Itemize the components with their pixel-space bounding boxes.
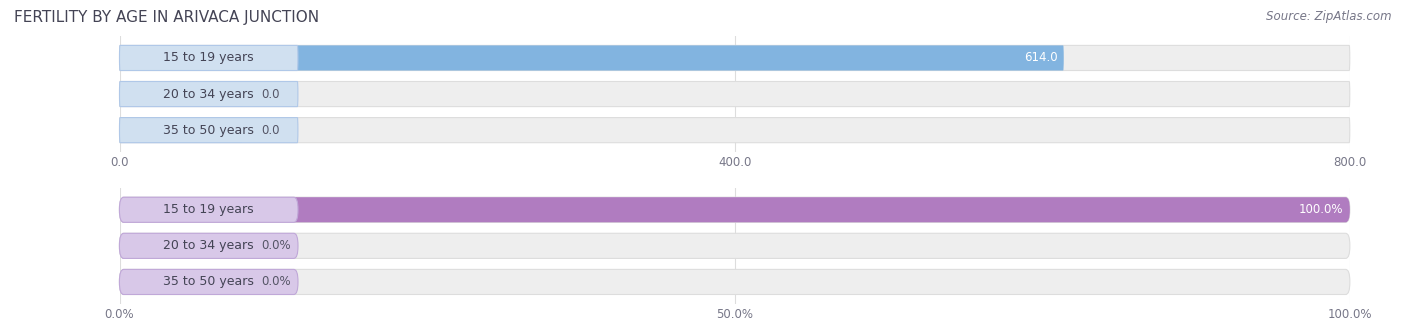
FancyBboxPatch shape <box>120 82 1350 107</box>
Text: 20 to 34 years: 20 to 34 years <box>163 87 254 101</box>
Text: 0.0: 0.0 <box>262 124 280 137</box>
Text: 0.0%: 0.0% <box>262 239 291 252</box>
Text: 35 to 50 years: 35 to 50 years <box>163 124 254 137</box>
Text: 0.0%: 0.0% <box>262 276 291 288</box>
FancyBboxPatch shape <box>120 46 298 71</box>
Text: 15 to 19 years: 15 to 19 years <box>163 51 254 64</box>
FancyBboxPatch shape <box>120 269 1350 294</box>
FancyBboxPatch shape <box>120 197 298 222</box>
Text: Source: ZipAtlas.com: Source: ZipAtlas.com <box>1267 10 1392 23</box>
Text: FERTILITY BY AGE IN ARIVACA JUNCTION: FERTILITY BY AGE IN ARIVACA JUNCTION <box>14 10 319 25</box>
FancyBboxPatch shape <box>120 117 243 143</box>
Text: 35 to 50 years: 35 to 50 years <box>163 276 254 288</box>
FancyBboxPatch shape <box>120 117 1350 143</box>
Text: 614.0: 614.0 <box>1024 51 1057 64</box>
FancyBboxPatch shape <box>120 82 298 107</box>
FancyBboxPatch shape <box>120 82 243 107</box>
FancyBboxPatch shape <box>120 269 243 294</box>
FancyBboxPatch shape <box>120 233 1350 258</box>
FancyBboxPatch shape <box>120 46 1064 71</box>
FancyBboxPatch shape <box>120 46 1350 71</box>
FancyBboxPatch shape <box>120 269 298 294</box>
Text: 100.0%: 100.0% <box>1299 203 1344 216</box>
Text: 15 to 19 years: 15 to 19 years <box>163 203 254 216</box>
FancyBboxPatch shape <box>120 233 298 258</box>
FancyBboxPatch shape <box>120 197 1350 222</box>
FancyBboxPatch shape <box>120 197 1350 222</box>
Text: 20 to 34 years: 20 to 34 years <box>163 239 254 252</box>
FancyBboxPatch shape <box>120 117 298 143</box>
FancyBboxPatch shape <box>120 233 243 258</box>
Text: 0.0: 0.0 <box>262 87 280 101</box>
